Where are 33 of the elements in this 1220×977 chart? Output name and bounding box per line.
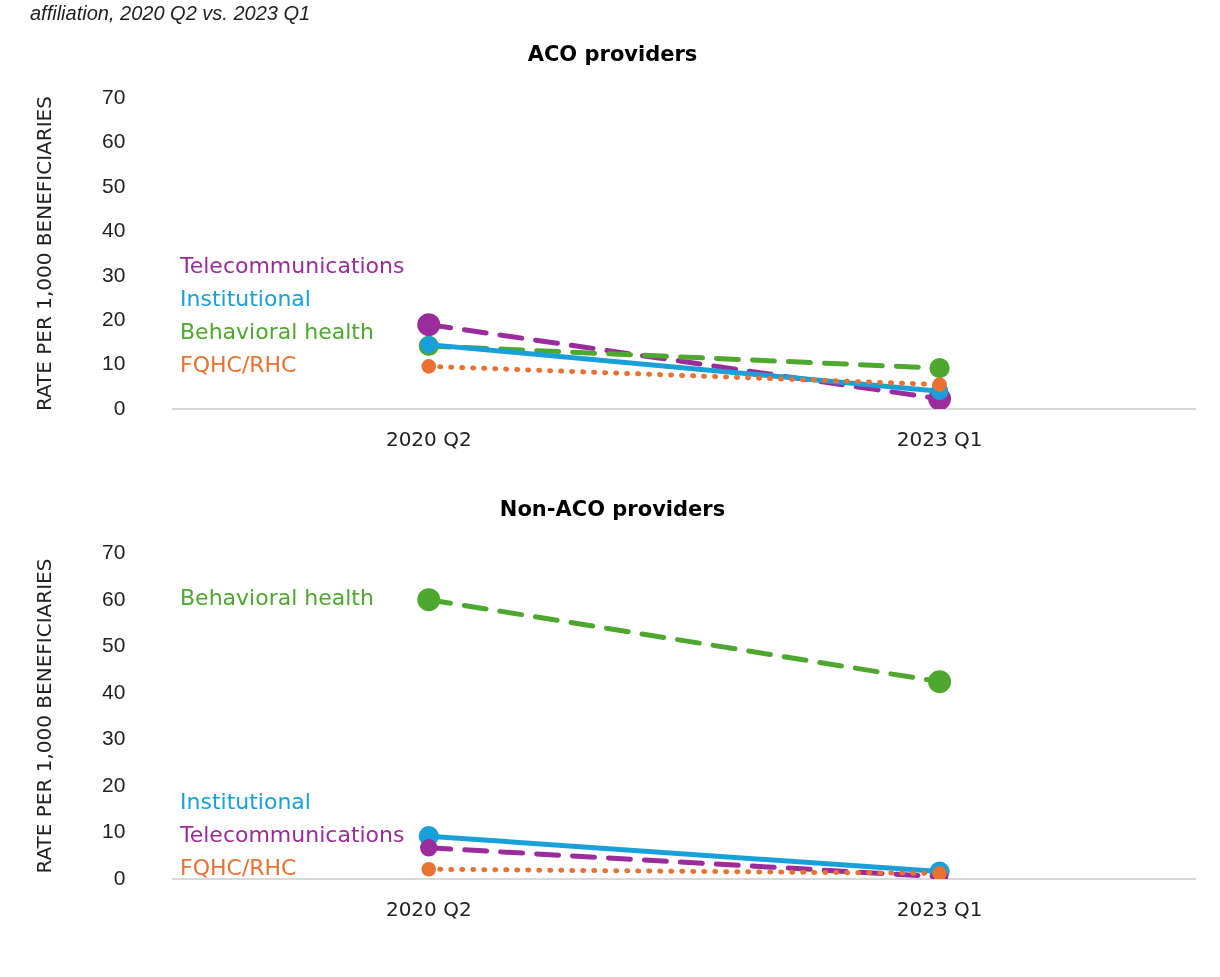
y-tick-label: 0 — [113, 865, 126, 889]
y-tick-label: 10 — [102, 351, 126, 375]
y-tick-label: 40 — [102, 218, 126, 242]
text: Institutional — [180, 788, 311, 814]
y-tick-label: 60 — [102, 129, 126, 153]
y-tick-label: 70 — [102, 85, 126, 108]
text: Behavioral health — [180, 585, 374, 611]
x-tick-label: 2023 Q1 — [896, 427, 983, 452]
series-label: Telecommunications — [179, 253, 405, 279]
y-tick-label: 70 — [102, 540, 126, 563]
text: FQHC/RHC — [180, 352, 297, 378]
y-tick-label: 30 — [102, 262, 126, 286]
x-tick-label: 2020 Q2 — [385, 897, 472, 922]
y-tick-label: 50 — [102, 633, 126, 657]
series-label: Telecommunications — [179, 821, 405, 847]
text: affiliation, 2020 Q2 vs. 2023 Q1 — [29, 1, 312, 26]
text: FQHC/RHC — [180, 854, 297, 880]
y-tick-label: 60 — [102, 586, 126, 610]
y-axis-title: RATE PER 1,000 BENEFICIARIES — [32, 96, 57, 412]
y-tick-label: 20 — [102, 307, 126, 330]
chart-title: Non-ACO providers — [499, 497, 726, 522]
y-tick-label: 10 — [102, 819, 126, 843]
y-tick-label: 50 — [102, 173, 126, 197]
y-axis-title: RATE PER 1,000 BENEFICIARIES — [32, 558, 57, 874]
y-tick-label: 30 — [102, 726, 126, 750]
chart-title: ACO providers — [527, 42, 698, 67]
x-tick-label: 2023 Q1 — [896, 897, 983, 922]
x-tick-label: 2020 Q2 — [385, 427, 472, 452]
text: Institutional — [180, 286, 311, 312]
y-tick-label: 40 — [102, 679, 126, 703]
y-tick-label: 0 — [113, 395, 126, 419]
text: Behavioral health — [180, 319, 374, 345]
y-tick-label: 20 — [102, 772, 126, 796]
